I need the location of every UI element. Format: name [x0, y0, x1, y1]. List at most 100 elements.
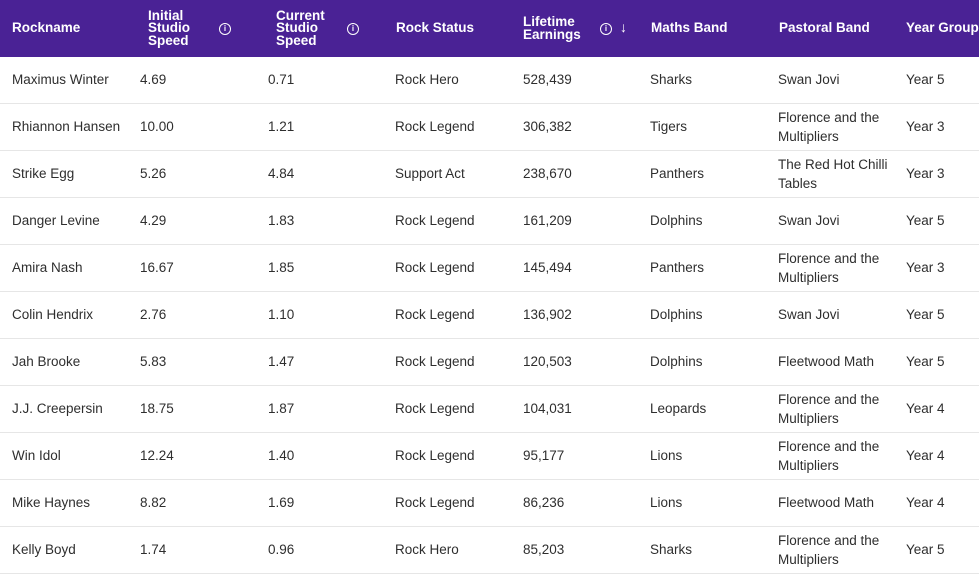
cell-pastoral-band-text: Florence and the Multipliers: [778, 532, 880, 568]
cell-lifetime-earnings: 238,670: [523, 151, 633, 197]
cell-rock-status: Rock Legend: [395, 198, 515, 244]
column-header-initial-speed[interactable]: Initial Studio Speed: [148, 0, 190, 57]
cell-lifetime-earnings: 86,236: [523, 480, 633, 526]
cell-rock-status: Rock Hero: [395, 57, 515, 103]
cell-lifetime-earnings-text: 161,209: [523, 213, 572, 229]
column-label: Lifetime Earnings: [523, 14, 581, 42]
cell-maths-band-text: Leopards: [650, 401, 707, 417]
column-header-current-speed[interactable]: Current Studio Speed: [276, 0, 325, 57]
cell-current-speed: 1.85: [268, 245, 368, 291]
cell-initial-speed-text: 8.82: [140, 495, 167, 511]
cell-current-speed-text: 1.21: [268, 119, 295, 135]
cell-pastoral-band-text: Florence and the Multipliers: [778, 250, 880, 286]
cell-maths-band-text: Panthers: [650, 166, 705, 182]
table-row[interactable]: Jah Brooke 5.83 1.47 Rock Legend 120,503 Dolp…: [0, 339, 979, 386]
cell-year-group-text: Year 3: [906, 260, 945, 276]
cell-pastoral-band: Fleetwood Math: [778, 339, 898, 385]
table-row[interactable]: Amira Nash 16.67 1.85 Rock Legend 145,494 Pan…: [0, 245, 979, 292]
cell-rock-status-text: Rock Legend: [395, 354, 475, 370]
cell-year-group-text: Year 5: [906, 542, 945, 558]
cell-initial-speed: 18.75: [140, 386, 240, 432]
cell-initial-speed: 12.24: [140, 433, 240, 479]
cell-rockname: Rhiannon Hansen: [12, 104, 132, 150]
cell-current-speed-text: 0.96: [268, 542, 295, 558]
table-row[interactable]: Kelly Boyd 1.74 0.96 Rock Hero 85,203 Sharks F…: [0, 527, 979, 574]
cell-rock-status: Rock Legend: [395, 386, 515, 432]
arrow-down-icon[interactable]: ↓: [620, 19, 627, 35]
table-row[interactable]: Strike Egg 5.26 4.84 Support Act 238,670 Pant…: [0, 151, 979, 198]
cell-lifetime-earnings: 528,439: [523, 57, 633, 103]
cell-pastoral-band: Swan Jovi: [778, 292, 898, 338]
column-header-maths-band[interactable]: Maths Band: [651, 0, 728, 57]
cell-initial-speed-text: 5.83: [140, 354, 167, 370]
table-row[interactable]: J.J. Creepersin 18.75 1.87 Rock Legend 104,0…: [0, 386, 979, 433]
cell-maths-band: Dolphins: [650, 339, 770, 385]
cell-rock-status-text: Support Act: [395, 166, 465, 182]
table-row[interactable]: Rhiannon Hansen 10.00 1.21 Rock Legend 306,3…: [0, 104, 979, 151]
cell-maths-band: Panthers: [650, 151, 770, 197]
cell-year-group-text: Year 5: [906, 354, 945, 370]
column-label: Maths Band: [651, 20, 728, 36]
column-header-year-group[interactable]: Year Group: [906, 0, 979, 57]
column-label: Year Group: [906, 20, 979, 36]
column-header-lifetime-earnings[interactable]: Lifetime Earnings: [523, 0, 581, 57]
column-header-pastoral-band[interactable]: Pastoral Band: [779, 0, 870, 57]
cell-maths-band-text: Lions: [650, 448, 683, 464]
cell-year-group: Year 3: [906, 104, 979, 150]
cell-rock-status-text: Rock Legend: [395, 495, 475, 511]
cell-lifetime-earnings: 161,209: [523, 198, 633, 244]
table-row[interactable]: Mike Haynes 8.82 1.69 Rock Legend 86,236 Lion…: [0, 480, 979, 527]
cell-current-speed: 1.40: [268, 433, 368, 479]
cell-current-speed: 1.21: [268, 104, 368, 150]
cell-maths-band-text: Panthers: [650, 260, 705, 276]
cell-initial-speed: 8.82: [140, 480, 240, 526]
cell-initial-speed: 5.83: [140, 339, 240, 385]
cell-maths-band: Sharks: [650, 57, 770, 103]
cell-current-speed: 1.69: [268, 480, 368, 526]
cell-initial-speed-text: 4.69: [140, 72, 167, 88]
cell-pastoral-band-text: Florence and the Multipliers: [778, 109, 880, 145]
column-label: Initial Studio Speed: [148, 7, 190, 48]
cell-year-group-text: Year 5: [906, 72, 945, 88]
cell-current-speed: 1.47: [268, 339, 368, 385]
cell-year-group: Year 5: [906, 57, 979, 103]
info-circle-icon[interactable]: i: [219, 23, 231, 35]
cell-rockname: J.J. Creepersin: [12, 386, 132, 432]
cell-current-speed-text: 1.69: [268, 495, 295, 511]
column-header-rockname[interactable]: Rockname: [12, 0, 80, 57]
cell-rockname-text: Jah Brooke: [12, 354, 81, 370]
cell-pastoral-band: Florence and the Multipliers: [778, 104, 898, 150]
cell-lifetime-earnings-text: 306,382: [523, 119, 572, 135]
cell-current-speed: 0.71: [268, 57, 368, 103]
cell-pastoral-band-text: Swan Jovi: [778, 307, 840, 323]
column-label: Rockname: [12, 20, 81, 36]
cell-year-group-text: Year 3: [906, 119, 945, 135]
cell-rockname: Win Idol: [12, 433, 132, 479]
cell-maths-band: Sharks: [650, 527, 770, 573]
cell-pastoral-band: Florence and the Multipliers: [778, 527, 898, 573]
cell-year-group: Year 5: [906, 527, 979, 573]
table-row[interactable]: Colin Hendrix 2.76 1.10 Rock Legend 136,902 D…: [0, 292, 979, 339]
table-row[interactable]: Danger Levine 4.29 1.83 Rock Legend 161,209 D…: [0, 198, 979, 245]
cell-rockname-text: Mike Haynes: [12, 495, 91, 511]
cell-rock-status-text: Rock Legend: [395, 260, 475, 276]
cell-year-group-text: Year 4: [906, 448, 945, 464]
cell-year-group: Year 3: [906, 151, 979, 197]
info-circle-icon[interactable]: i: [347, 23, 359, 35]
cell-year-group: Year 4: [906, 433, 979, 479]
cell-lifetime-earnings-text: 145,494: [523, 260, 572, 276]
cell-year-group-text: Year 4: [906, 401, 945, 417]
cell-pastoral-band: Florence and the Multipliers: [778, 433, 898, 479]
table-row[interactable]: Maximus Winter 4.69 0.71 Rock Hero 528,439 Sh…: [0, 57, 979, 104]
cell-lifetime-earnings: 145,494: [523, 245, 633, 291]
cell-rock-status: Rock Legend: [395, 339, 515, 385]
cell-year-group-text: Year 5: [906, 307, 945, 323]
table-row[interactable]: Win Idol 12.24 1.40 Rock Legend 95,177 Lions F…: [0, 433, 979, 480]
cell-maths-band-text: Dolphins: [650, 354, 703, 370]
cell-maths-band: Dolphins: [650, 292, 770, 338]
cell-rockname: Mike Haynes: [12, 480, 132, 526]
column-header-rock-status[interactable]: Rock Status: [396, 0, 474, 57]
info-circle-icon[interactable]: i: [600, 23, 612, 35]
cell-rockname-text: Strike Egg: [12, 166, 75, 182]
cell-lifetime-earnings-text: 238,670: [523, 166, 572, 182]
